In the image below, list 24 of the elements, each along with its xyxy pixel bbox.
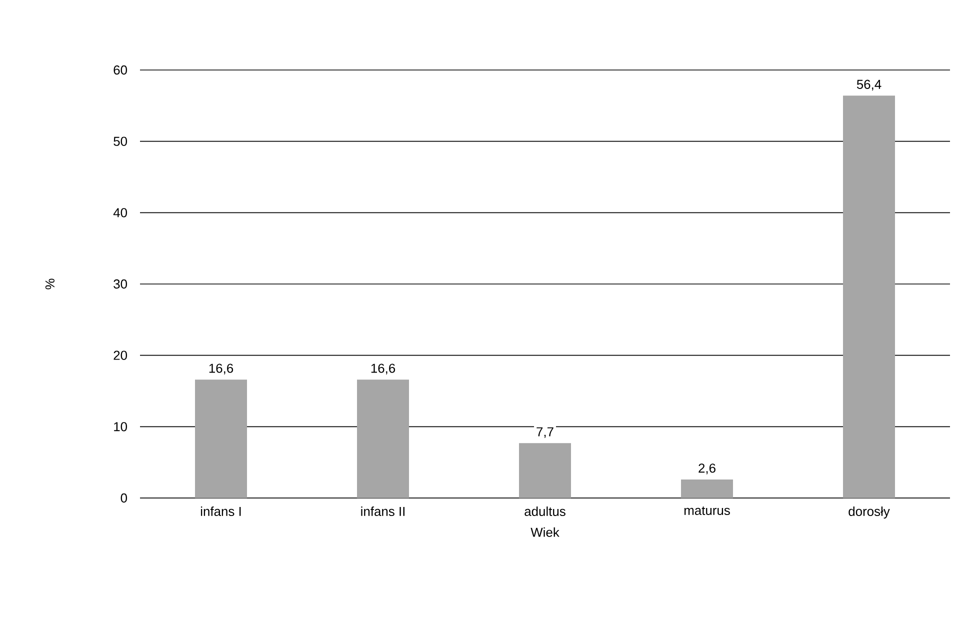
y-tick-label: 50 xyxy=(114,136,128,146)
x-tick-label: dorosły xyxy=(848,506,890,519)
bar xyxy=(843,96,896,498)
data-label: 16,6 xyxy=(209,364,234,374)
x-tick-label: maturus xyxy=(684,506,730,515)
y-axis-title: % xyxy=(45,278,54,290)
y-tick-label: 60 xyxy=(114,65,128,75)
data-label: 2,6 xyxy=(698,464,716,474)
y-tick-label: 10 xyxy=(114,422,128,432)
data-label: 16,6 xyxy=(371,364,396,374)
x-tick-label: infans II xyxy=(361,506,404,516)
bar xyxy=(195,380,247,498)
x-tick-label: adultus xyxy=(524,506,566,516)
data-label: 56,4 xyxy=(856,80,882,90)
y-tick-label: 20 xyxy=(114,350,128,360)
x-axis-title: Wiek xyxy=(530,527,560,537)
data-label: 7,7 xyxy=(536,427,554,438)
x-tick-label: infans I xyxy=(200,506,241,516)
bar xyxy=(357,380,410,498)
bar xyxy=(519,443,572,498)
bar xyxy=(681,479,734,498)
y-tick-label: 40 xyxy=(113,208,128,218)
y-tick-label: 30 xyxy=(114,279,128,289)
y-tick-label: 0 xyxy=(120,493,128,503)
